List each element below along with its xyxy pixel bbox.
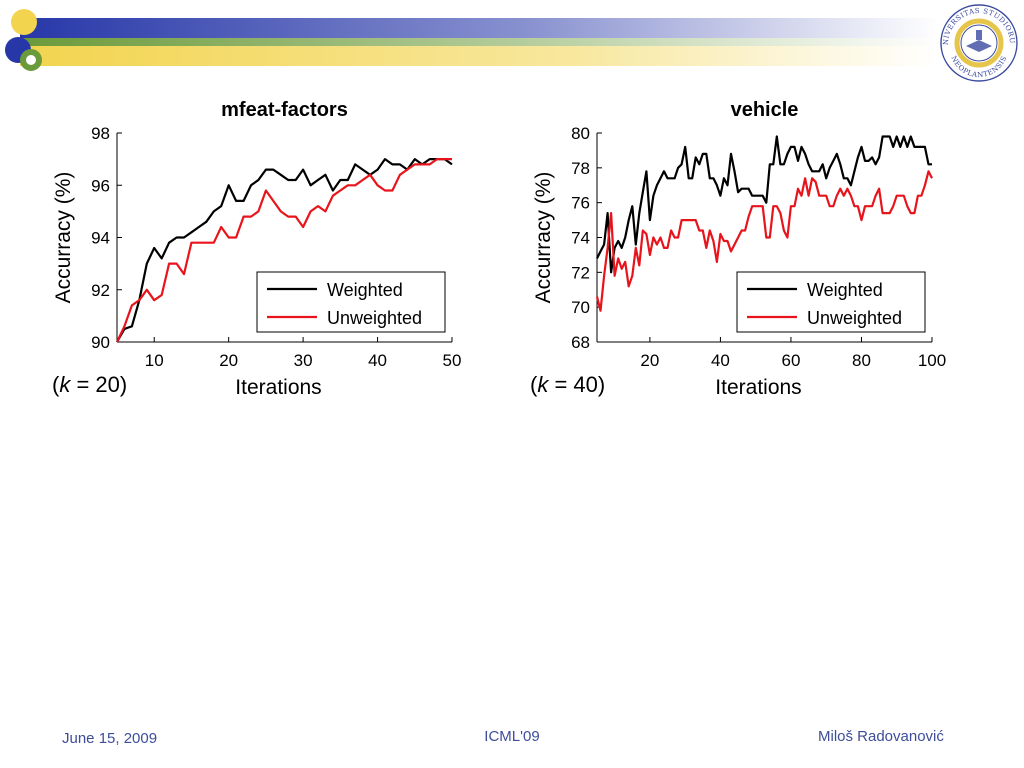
x-tick-label: 10: [145, 351, 164, 370]
x-tick-label: 60: [781, 351, 800, 370]
y-tick-label: 74: [571, 229, 590, 248]
y-axis-label: Accurracy (%): [532, 172, 555, 304]
chart-title-vehicle: vehicle: [731, 99, 799, 121]
legend-box: [736, 271, 926, 333]
chart-title-mfeat-factors: mfeat-factors: [221, 99, 348, 121]
y-tick-label: 70: [571, 298, 590, 317]
x-tick-label: 100: [918, 351, 946, 370]
chart-mfeat-factors: mfeat-factors 90 92 94 96 98 10 20 30 40 50 Iterati…: [40, 90, 470, 399]
y-tick-label: 96: [91, 176, 110, 195]
legend-label-unweighted: Unweighted: [327, 308, 422, 328]
y-axis-label: Accurracy (%): [52, 172, 75, 304]
y-tick-label: 92: [91, 281, 110, 300]
footer-author: Miloš Radovanović: [818, 728, 944, 745]
header-yellow-circle: [11, 9, 37, 35]
x-tick-label: 30: [294, 351, 313, 370]
header-decoration: [5, 9, 940, 71]
legend-box: [256, 271, 446, 333]
x-tick-label: 40: [368, 351, 387, 370]
x-axis-label: Iterations: [235, 376, 321, 399]
x-tick-label: 40: [711, 351, 730, 370]
y-tick-label: 90: [91, 333, 110, 352]
legend-label-weighted: Weighted: [807, 280, 883, 300]
chart-vehicle: vehicle 68 70 72 74 76 78 80 20 40 60 80 100 Iteratio…: [520, 90, 950, 399]
footer-venue: ICML'09: [484, 728, 540, 745]
university-seal-logo: UNIVERSITAS STUDIORUM NEOPLANTENSIS: [938, 2, 1018, 82]
x-tick-label: 50: [443, 351, 462, 370]
header-yellow-bar: [20, 46, 940, 66]
y-tick-label: 76: [571, 194, 590, 213]
x-tick-label: 20: [640, 351, 659, 370]
x-axis-label: Iterations: [715, 376, 801, 399]
y-tick-label: 80: [571, 124, 590, 143]
footer-date: June 15, 2009: [62, 730, 158, 747]
legend-label-unweighted: Unweighted: [807, 308, 902, 328]
series-line-unweighted: [595, 170, 933, 312]
series-line-weighted: [596, 135, 932, 274]
series-line-weighted: [116, 157, 453, 343]
y-tick-label: 68: [571, 333, 590, 352]
series-line-unweighted: [116, 157, 452, 343]
y-tick-label: 94: [91, 229, 110, 248]
y-tick-label: 78: [571, 159, 590, 178]
header-blue-bar: [20, 18, 940, 38]
k-note-mfeat: (k = 20): [52, 372, 128, 397]
y-tick-label: 72: [571, 263, 590, 282]
k-note-vehicle: (k = 40): [530, 372, 606, 397]
legend-label-weighted: Weighted: [327, 280, 403, 300]
header-green-bar: [20, 38, 940, 46]
x-tick-label: 20: [219, 351, 238, 370]
header-green-circle-hole: [26, 55, 36, 65]
y-tick-label: 98: [91, 124, 110, 143]
x-tick-label: 80: [852, 351, 871, 370]
